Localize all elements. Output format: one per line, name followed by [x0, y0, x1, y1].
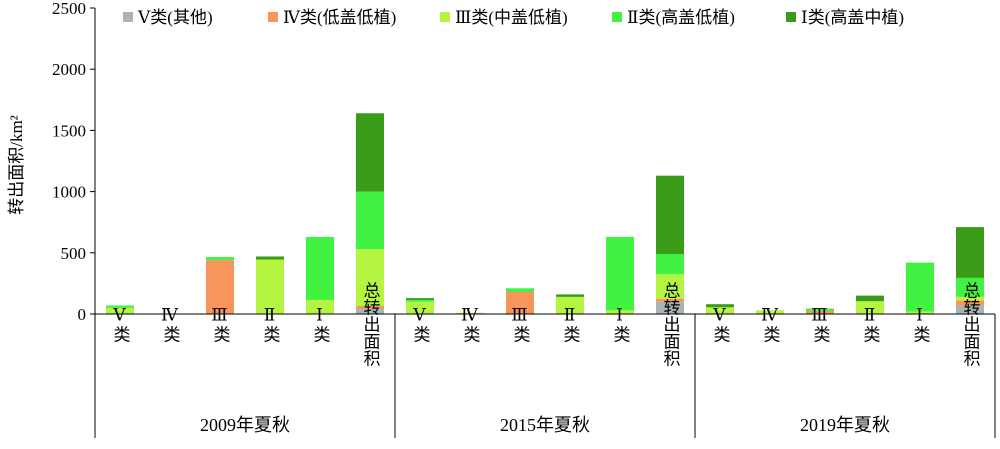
bar-segment-2-5-3 [606, 310, 634, 314]
bar-segment-3-1-3 [706, 307, 734, 314]
category-label: Ⅰ类 [611, 306, 631, 343]
category-label: Ⅰ类 [311, 306, 331, 343]
category-label: Ⅴ类 [111, 306, 131, 343]
bar-segment-2-4-5 [556, 294, 584, 297]
bar-segment-3-5-3 [906, 311, 934, 314]
legend-swatch [440, 12, 450, 22]
bar-segment-2-6-4 [656, 254, 684, 275]
bar-segment-1-6-5 [356, 113, 384, 192]
bar-segment-3-6-4 [956, 277, 984, 297]
category-label: Ⅱ类 [561, 306, 581, 343]
legend-label: Ⅲ类(中盖低植) [455, 8, 568, 27]
bar-segment-2-3-4 [506, 288, 534, 292]
legend-label: Ⅳ类(低盖低植) [283, 8, 396, 27]
bar-segment-1-1-4 [106, 305, 134, 308]
legend-swatch [786, 12, 796, 22]
legend-swatch [268, 12, 278, 22]
group-label: 2015年夏秋 [500, 415, 590, 435]
bar-segment-2-2-3 [456, 312, 484, 314]
bar-segment-2-6-5 [656, 175, 684, 255]
bar-segment-1-6-1 [356, 308, 384, 314]
category-label: Ⅳ类 [760, 306, 780, 343]
bars-layer [106, 113, 984, 314]
category-label: 总转出面积 [661, 281, 681, 366]
legend-swatch [612, 12, 622, 22]
bar-segment-2-1-4 [406, 299, 434, 302]
bar-segment-2-6-3 [656, 274, 684, 299]
bar-segment-3-4-5 [856, 295, 884, 302]
legend-label: Ⅴ类(其他) [137, 8, 213, 27]
category-label: 总转出面积 [961, 281, 981, 366]
bar-segment-2-4-3 [556, 296, 584, 314]
bar-segment-3-3-2 [806, 310, 834, 314]
axes-layer: Ⅴ类 Ⅳ类 Ⅲ类 Ⅱ类 Ⅰ类 总转出面积 2009年夏秋 Ⅴ类 Ⅳ类 Ⅲ类 Ⅱ类 Ⅰ类 总转出面积 201… [52, 0, 996, 438]
bar-segment-1-3-4 [206, 257, 234, 261]
legend: Ⅴ类(其他) Ⅳ类(低盖低植) Ⅲ类(中盖低植) Ⅱ类(高盖低植) Ⅰ类(高盖中植) [123, 8, 904, 27]
bar-segment-2-5-4 [606, 236, 634, 311]
bar-segment-1-6-4 [356, 191, 384, 250]
group-label: 2019年夏秋 [800, 415, 890, 435]
bar-segment-3-4-3 [856, 301, 884, 314]
bar-segment-3-5-4 [906, 262, 934, 312]
y-tick-label: 1500 [52, 121, 86, 140]
bar-segment-1-5-3 [306, 299, 334, 314]
legend-label: Ⅰ类(高盖中植) [801, 8, 904, 27]
bar-segment-3-6-5 [956, 227, 984, 278]
bar-segment-1-5-4 [306, 236, 334, 300]
bar-segment-3-6-1 [956, 305, 984, 314]
category-label: Ⅴ类 [411, 306, 431, 343]
legend-swatch [123, 12, 133, 22]
category-label: Ⅳ类 [460, 306, 480, 343]
bar-segment-2-6-2 [656, 298, 684, 302]
bar-segment-3-2-3 [756, 310, 784, 314]
bar-segment-1-6-3 [356, 249, 384, 307]
bar-segment-1-6-2 [356, 306, 384, 309]
category-label: Ⅲ类 [811, 306, 831, 343]
bar-segment-3-3-4 [806, 308, 834, 311]
y-axis-label: 转出面积/km² [7, 115, 26, 215]
y-tick-label: 2500 [52, 0, 86, 18]
category-label: Ⅲ类 [211, 306, 231, 343]
group-label: 2009年夏秋 [200, 415, 290, 435]
category-label: Ⅱ类 [861, 306, 881, 343]
category-label: Ⅱ类 [261, 306, 281, 343]
legend-label: Ⅱ类(高盖低植) [627, 8, 735, 27]
category-label: Ⅲ类 [511, 306, 531, 343]
bar-segment-1-3-2 [206, 260, 234, 314]
bar-segment-2-1-5 [406, 298, 434, 300]
bar-segment-2-6-1 [656, 301, 684, 314]
y-tick-label: 1000 [52, 183, 86, 202]
category-label: Ⅴ类 [711, 306, 731, 343]
bar-segment-3-6-2 [956, 300, 984, 306]
bar-segment-1-4-5 [256, 256, 284, 260]
bar-segment-1-4-3 [256, 259, 284, 314]
bar-segment-1-1-3 [106, 307, 134, 314]
bar-segment-2-3-2 [506, 291, 534, 314]
category-label: Ⅰ类 [911, 306, 931, 343]
y-tick-label: 500 [61, 244, 87, 263]
y-tick-label: 0 [78, 305, 87, 324]
category-label: Ⅳ类 [160, 306, 180, 343]
bar-segment-3-6-3 [956, 296, 984, 301]
bar-segment-3-1-5 [706, 304, 734, 308]
category-label: 总转出面积 [361, 281, 381, 366]
y-tick-label: 2000 [52, 60, 86, 79]
bar-segment-2-1-3 [406, 301, 434, 314]
